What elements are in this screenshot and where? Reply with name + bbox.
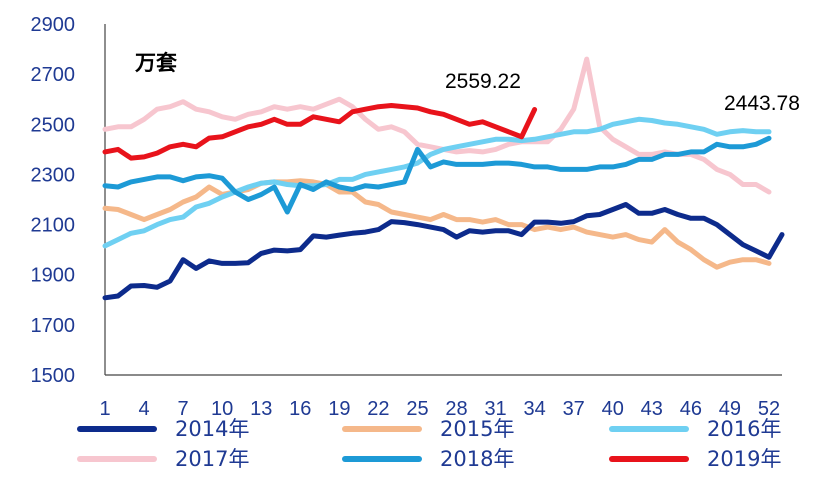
x-tick-label: 19 (328, 398, 350, 420)
annotations: 2559.22 2443.78 (445, 70, 800, 115)
y-tick-label: 2500 (31, 114, 76, 136)
y-tick-label: 2300 (31, 164, 76, 186)
x-tick-label: 49 (719, 398, 741, 420)
x-tick-label: 40 (602, 398, 624, 420)
y-axis-ticks: 1500 1700 1900 2100 2300 2500 2700 2900 (31, 14, 76, 387)
y-tick-label: 2100 (31, 215, 76, 237)
x-tick-label: 1 (99, 398, 110, 420)
series-line-2016年 (102, 116, 772, 249)
x-tick-label: 37 (563, 398, 585, 420)
legend-label: 2014年 (175, 417, 249, 441)
y-tick-label: 1500 (31, 365, 76, 387)
y-tick-label: 1700 (31, 315, 76, 337)
legend-label: 2019年 (707, 447, 781, 471)
y-tick-label: 2700 (31, 64, 76, 86)
value-annotation: 2443.78 (724, 92, 800, 115)
series-line-2017年 (102, 56, 772, 195)
x-axis-ticks: 1 4 7 10 13 16 19 22 25 28 31 34 37 40 43 46 49 52 (99, 398, 780, 420)
x-tick-label: 28 (445, 398, 467, 420)
x-tick-label: 52 (758, 398, 780, 420)
plot-area (102, 24, 785, 376)
x-tick-label: 46 (680, 398, 702, 420)
x-tick-label: 43 (641, 398, 663, 420)
x-tick-label: 25 (406, 398, 428, 420)
series-line-2015年 (102, 178, 772, 270)
x-tick-label: 4 (138, 398, 149, 420)
legend: 2014年 2015年 2016年 2017年 2018年 2019年 (77, 417, 781, 471)
x-tick-label: 7 (178, 398, 189, 420)
x-tick-label: 34 (524, 398, 546, 420)
x-tick-label: 10 (211, 398, 233, 420)
legend-label: 2017年 (175, 447, 249, 471)
x-tick-label: 31 (484, 398, 506, 420)
x-tick-label: 13 (250, 398, 272, 420)
series-line-2014年 (102, 202, 785, 301)
legend-label: 2018年 (440, 447, 514, 471)
x-tick-label: 22 (367, 398, 389, 420)
y-tick-label: 1900 (31, 265, 76, 287)
x-tick-label: 16 (289, 398, 311, 420)
series-layer (102, 56, 785, 301)
series-line-2018年 (102, 135, 772, 215)
series-line-2019年 (102, 103, 538, 161)
unit-label: 万套 (134, 51, 177, 75)
value-annotation: 2559.22 (445, 70, 521, 93)
legend-label: 2015年 (440, 417, 514, 441)
y-tick-label: 2900 (31, 14, 76, 36)
legend-label: 2016年 (707, 417, 781, 441)
